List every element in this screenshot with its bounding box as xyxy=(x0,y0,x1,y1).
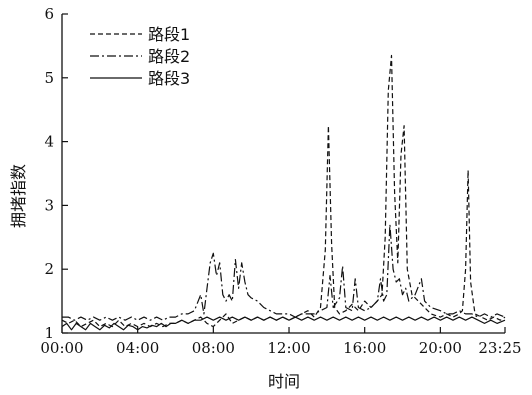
y-tick-label: 3 xyxy=(44,196,54,214)
series-layer xyxy=(61,54,506,331)
x-tick-label: 08:00 xyxy=(192,339,235,357)
x-tick-label: 20:00 xyxy=(419,339,462,357)
y-tick-label: 6 xyxy=(44,5,54,23)
legend-label-3: 路段3 xyxy=(148,69,190,88)
legend-label-1: 路段1 xyxy=(148,25,190,44)
tick-layer: 1 2 3 4 5 6 00:00 04:00 08:00 12:00 16:00 20:00 23:2… xyxy=(40,5,521,357)
x-tick-label: 16:00 xyxy=(343,339,386,357)
axes xyxy=(61,14,505,334)
y-tick-label: 1 xyxy=(44,324,54,342)
series-line-1 xyxy=(61,54,506,328)
y-tick-label: 4 xyxy=(44,133,54,151)
y-tick-label: 5 xyxy=(44,69,54,87)
y-axis-title: 拥堵指数 xyxy=(9,164,28,228)
x-tick-label: 12:00 xyxy=(267,339,310,357)
x-axis-title: 时间 xyxy=(268,372,300,391)
y-tick-label: 2 xyxy=(44,260,54,278)
x-tick-label: 04:00 xyxy=(116,339,159,357)
series-line-2 xyxy=(62,223,506,321)
legend-label-2: 路段2 xyxy=(148,47,190,66)
series-line-3 xyxy=(61,316,506,331)
x-tick-label: 00:00 xyxy=(40,339,83,357)
legend: 路段1 路段2 路段3 xyxy=(90,25,190,88)
x-tick-label: 23:25 xyxy=(478,339,521,357)
